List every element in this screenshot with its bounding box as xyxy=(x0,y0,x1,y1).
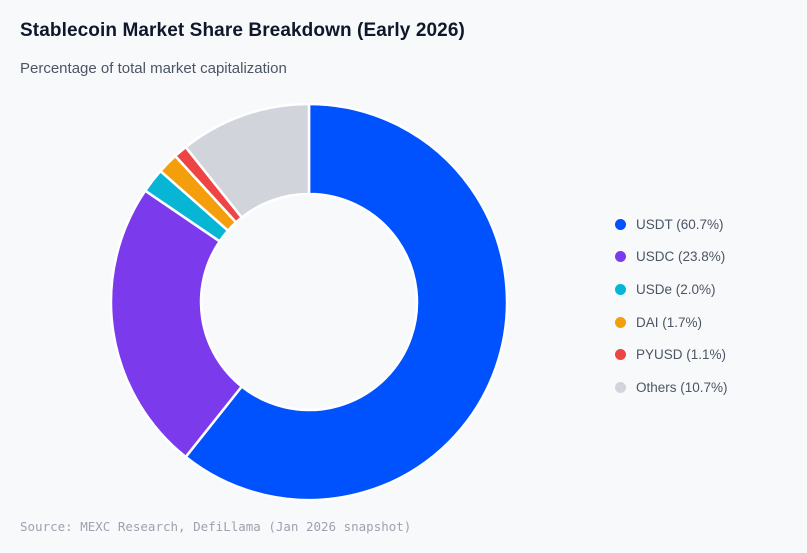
legend-swatch xyxy=(615,251,626,263)
legend-item-pyusd[interactable]: PYUSD (1.1%) xyxy=(615,338,728,371)
legend-swatch xyxy=(615,218,626,230)
slice-usdc[interactable] xyxy=(109,189,243,459)
legend-item-usde[interactable]: USDe (2.0%) xyxy=(615,273,728,306)
legend-label: PYUSD (1.1%) xyxy=(636,347,727,363)
source-note: Source: MEXC Research, DefiLlama (Jan 20… xyxy=(20,519,412,534)
legend-swatch xyxy=(615,283,626,295)
legend-item-others[interactable]: Others (10.7%) xyxy=(615,371,728,404)
legend-label: USDT (60.7%) xyxy=(636,216,724,232)
slice-others[interactable] xyxy=(184,102,311,219)
legend-label: USDe (2.0%) xyxy=(636,281,716,297)
legend-item-usdc[interactable]: USDC (23.8%) xyxy=(615,241,728,274)
legend-swatch xyxy=(615,316,626,328)
legend-label: DAI (1.7%) xyxy=(636,314,703,330)
slice-usdt[interactable] xyxy=(184,102,509,502)
legend-item-usdt[interactable]: USDT (60.7%) xyxy=(615,208,728,241)
chart-legend: USDT (60.7%) USDC (23.8%) USDe (2.0%) DAI (… xyxy=(615,208,728,404)
legend-swatch xyxy=(615,349,626,361)
legend-label: Others (10.7%) xyxy=(636,379,728,395)
legend-item-dai[interactable]: DAI (1.7%) xyxy=(615,306,728,339)
legend-swatch xyxy=(615,381,626,393)
chart-subtitle: Percentage of total market capitalizatio… xyxy=(20,60,287,77)
legend-label: USDC (23.8%) xyxy=(636,249,726,265)
chart-title: Stablecoin Market Share Breakdown (Early… xyxy=(20,20,465,41)
